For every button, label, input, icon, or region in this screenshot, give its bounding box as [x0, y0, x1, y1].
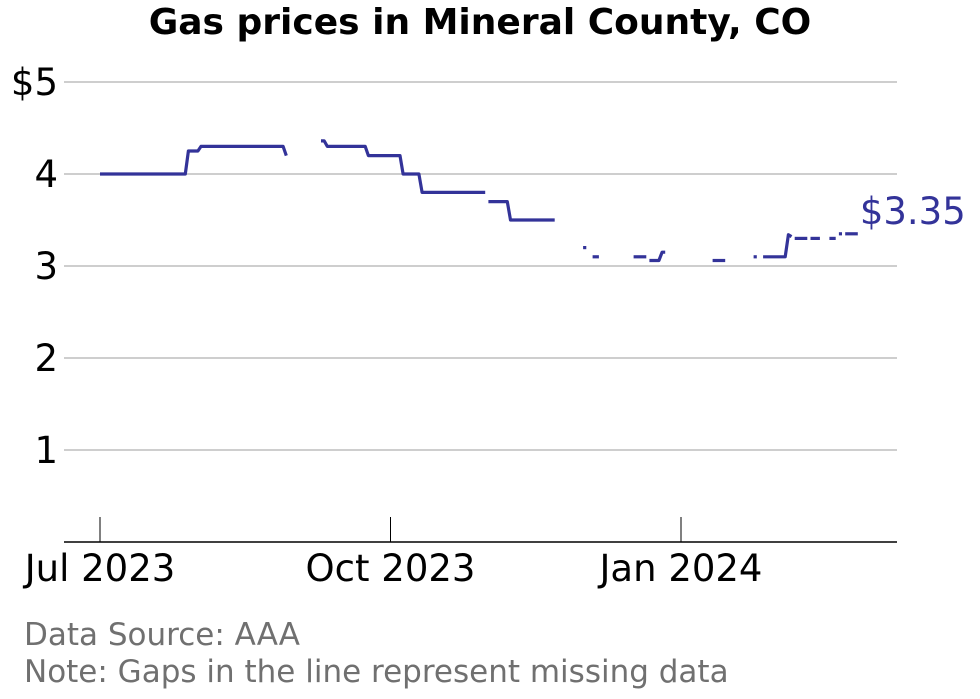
gridlines: [64, 81, 897, 451]
x-tick-label: Jan 2024: [598, 547, 763, 590]
last-value-label: $3.35: [860, 190, 966, 233]
x-tick-label: Jul 2023: [23, 547, 176, 590]
price-series: [100, 139, 858, 263]
chart-title: Gas prices in Mineral County, CO: [148, 2, 812, 43]
series-segment: [649, 250, 666, 263]
y-tick-label: 1: [34, 429, 58, 472]
y-axis-labels: $5 4 3 2 1: [11, 61, 58, 472]
x-axis: [64, 517, 897, 543]
missing-data-note: Note: Gaps in the line represent missing…: [24, 654, 729, 690]
series-segment: [100, 144, 288, 176]
series-segment: [763, 233, 793, 259]
x-axis-labels: Jul 2023 Oct 2023 Jan 2024: [23, 547, 763, 590]
y-tick-label: 2: [34, 337, 58, 380]
series-segment: [488, 200, 555, 222]
y-tick-label: 4: [34, 153, 58, 196]
y-tick-label: $5: [11, 61, 58, 104]
series-segment: [321, 139, 486, 194]
x-tick-label: Oct 2023: [306, 547, 476, 590]
data-source-note: Data Source: AAA: [24, 617, 300, 653]
y-tick-label: 3: [34, 245, 58, 288]
